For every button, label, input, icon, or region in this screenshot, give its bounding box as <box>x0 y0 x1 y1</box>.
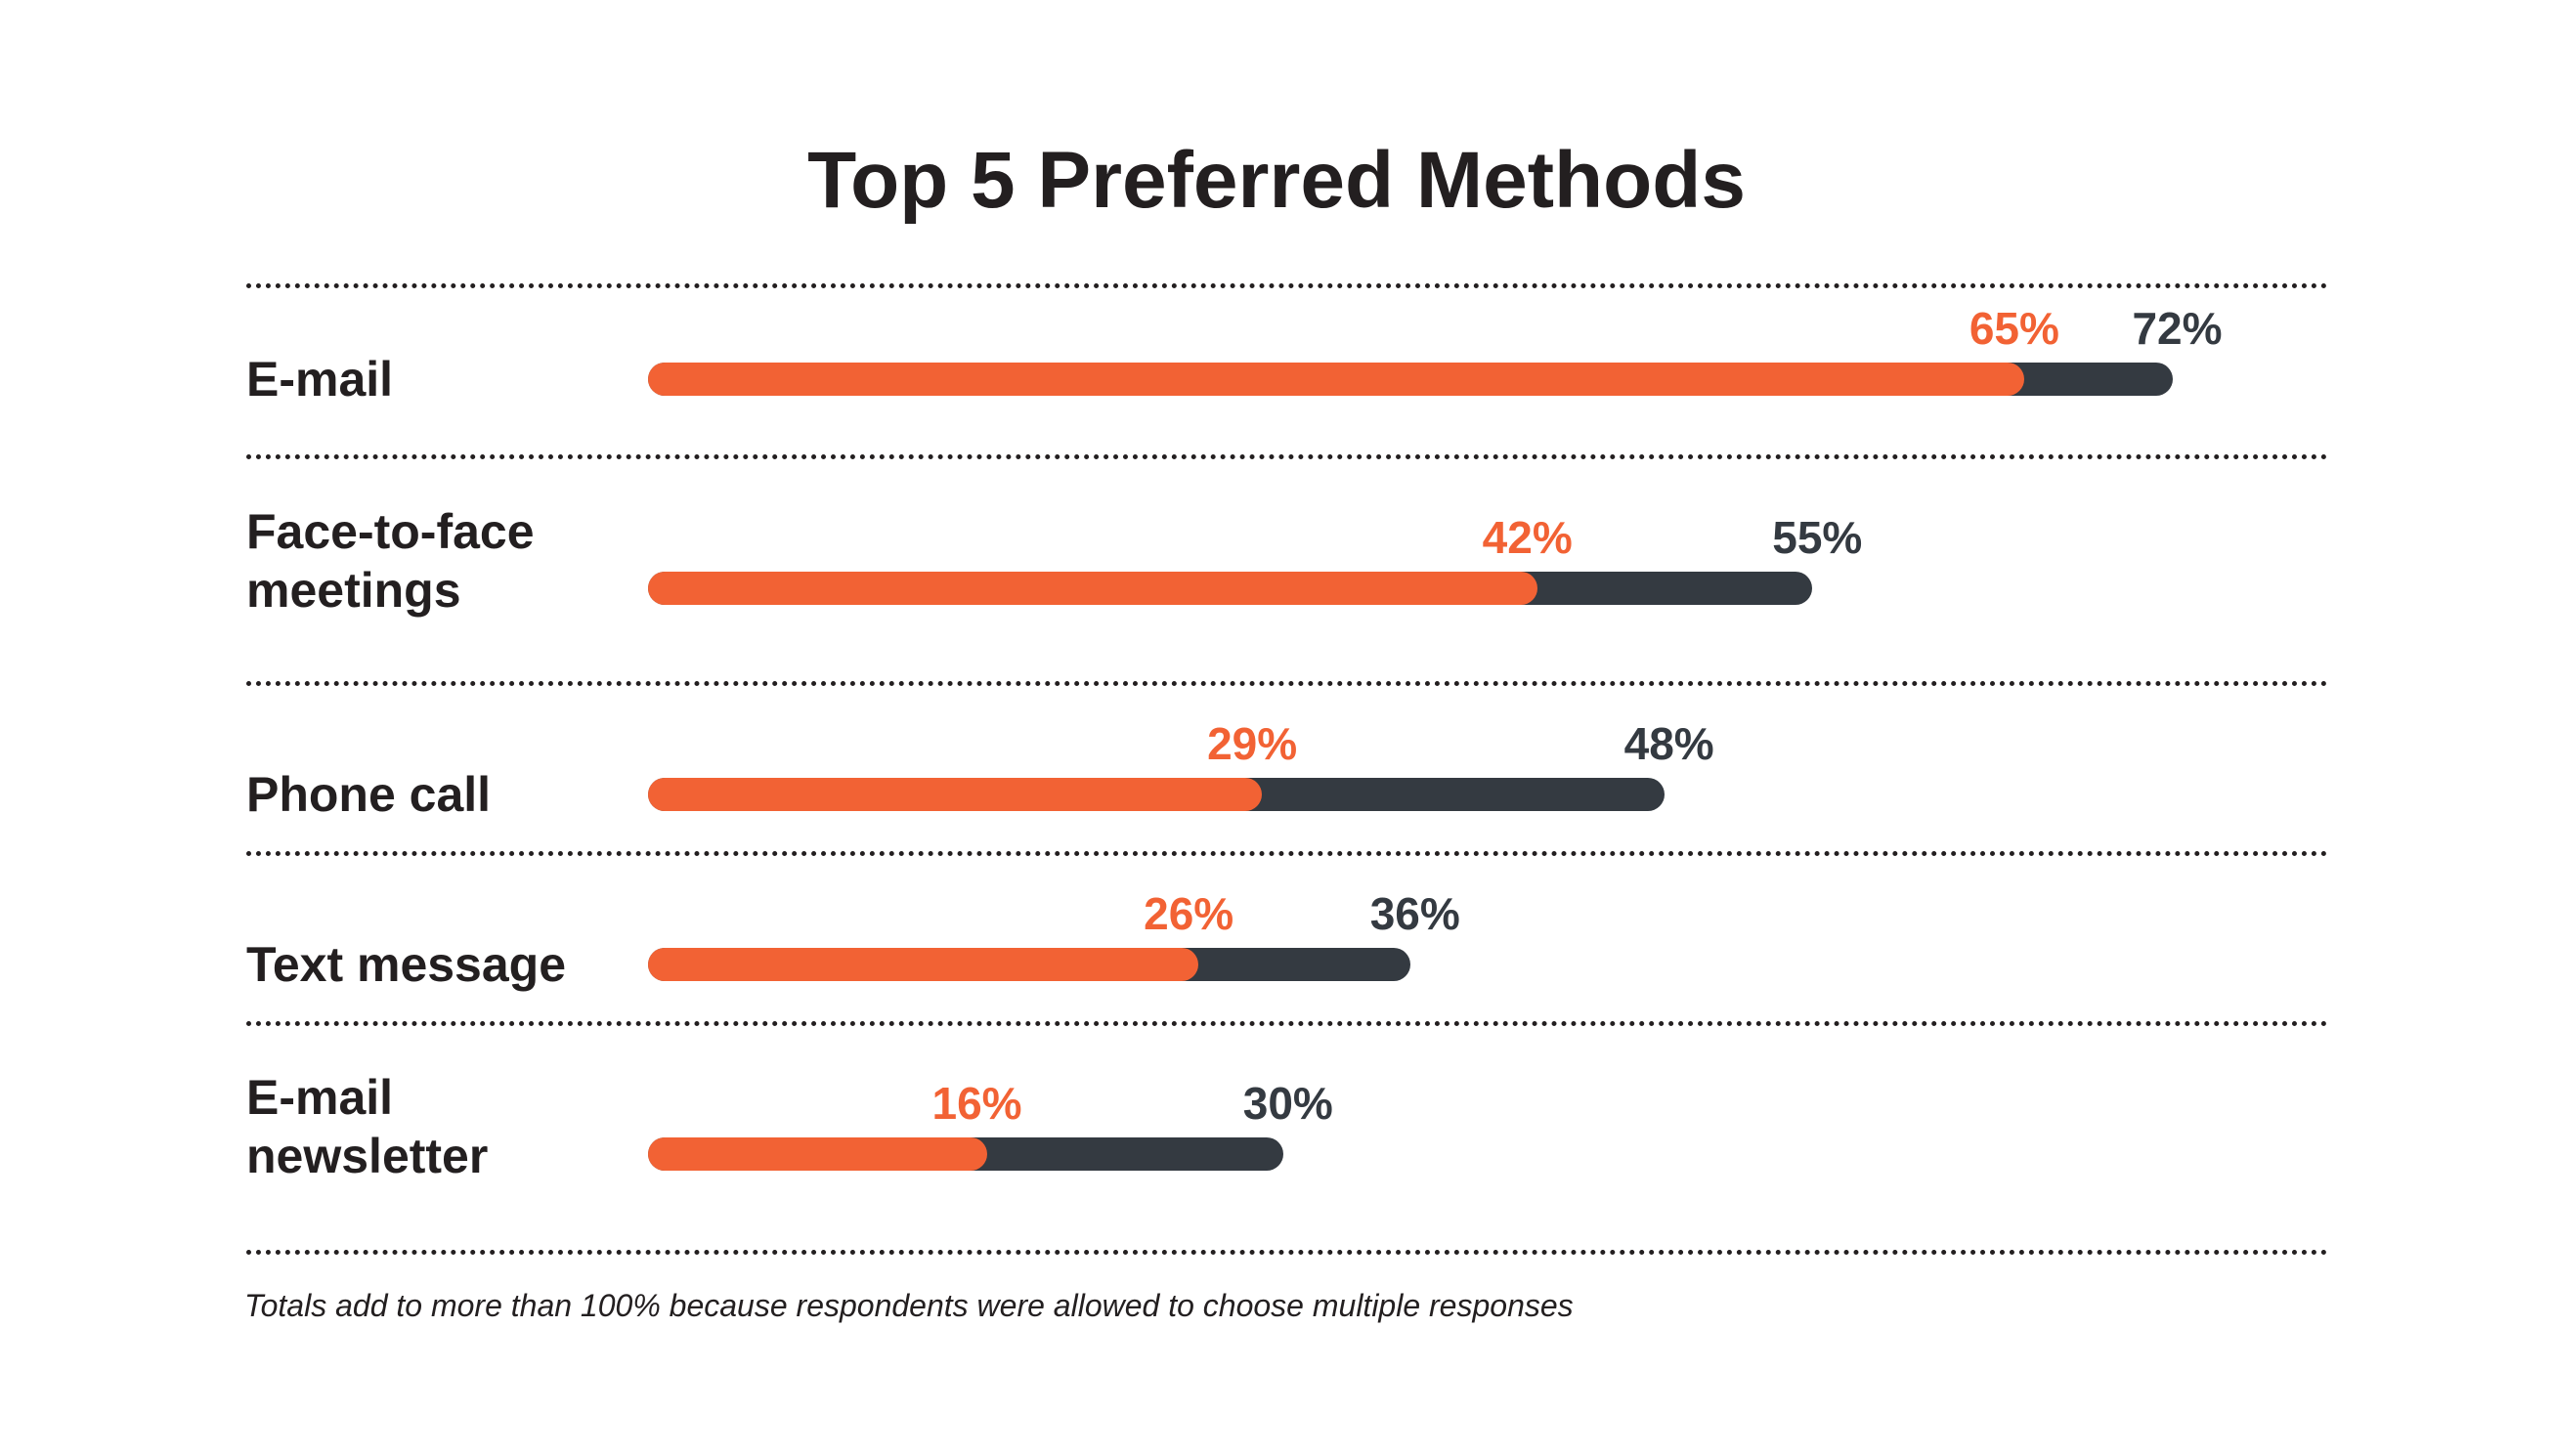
row-divider <box>246 1250 2328 1255</box>
bar-total <box>648 363 2173 396</box>
category-label-line: E-mail <box>246 352 394 407</box>
value-label-total: 36% <box>1369 888 1460 939</box>
row-divider <box>246 851 2328 856</box>
bar-total <box>648 1137 1283 1171</box>
category-label: Text message <box>246 935 566 994</box>
category-label: Face-to-face meetings <box>246 502 535 620</box>
bar-preferred <box>648 572 1537 605</box>
chart-title: Top 5 Preferred Methods <box>807 136 1746 225</box>
category-label-line: Phone call <box>246 767 492 822</box>
row-divider <box>246 454 2328 459</box>
category-label: E-mail newsletter <box>246 1068 488 1185</box>
bar-preferred <box>648 778 1263 811</box>
category-label-line: Text message <box>246 937 567 992</box>
bar-total <box>648 572 1813 605</box>
bar-total <box>648 948 1410 981</box>
category-label-line: Face-to-face <box>246 504 535 559</box>
bar-preferred <box>648 1137 987 1171</box>
value-label-total: 48% <box>1623 718 1714 769</box>
row-divider <box>246 1021 2328 1026</box>
chart-footnote: Totals add to more than 100% because res… <box>244 1288 1574 1323</box>
value-label-preferred: 26% <box>1144 888 1234 939</box>
category-label: Phone call <box>246 765 491 824</box>
value-label-preferred: 29% <box>1207 718 1298 769</box>
category-label-line: E-mail <box>246 1070 394 1125</box>
bar-preferred <box>648 363 2024 396</box>
category-label-line: meetings <box>246 563 461 618</box>
category-label-line: newsletter <box>246 1129 489 1183</box>
category-label: E-mail <box>246 350 393 408</box>
value-label-preferred: 16% <box>931 1078 1022 1129</box>
value-label-total: 72% <box>2132 303 2223 354</box>
bar-preferred <box>648 948 1199 981</box>
row-divider <box>246 681 2328 686</box>
value-label-total: 30% <box>1242 1078 1333 1129</box>
bar-total <box>648 778 1665 811</box>
value-label-total: 55% <box>1772 512 1863 563</box>
value-label-preferred: 65% <box>1969 303 2059 354</box>
row-divider <box>246 283 2328 288</box>
value-label-preferred: 42% <box>1482 512 1573 563</box>
